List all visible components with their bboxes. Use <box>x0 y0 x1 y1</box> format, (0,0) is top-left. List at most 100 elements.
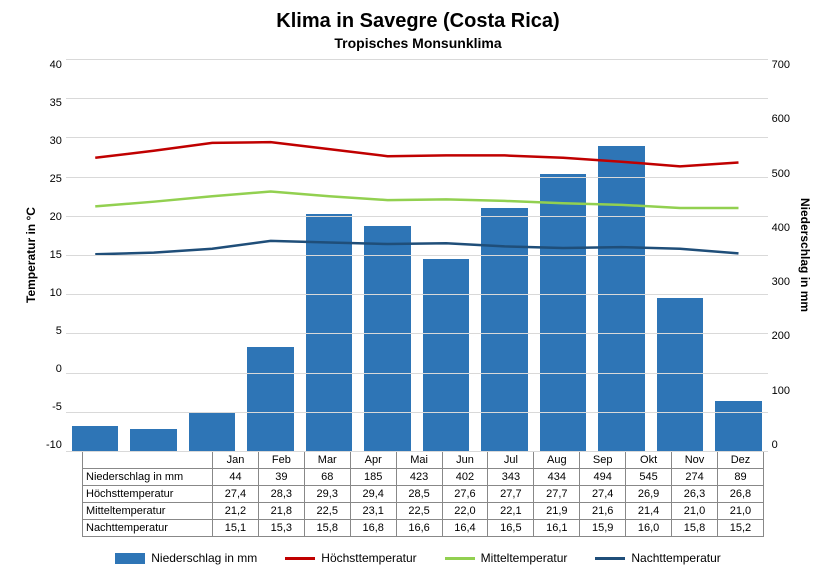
cell: 15,2 <box>717 520 763 537</box>
row-header: Mitteltemperatur <box>83 503 213 520</box>
legend-item: Höchsttemperatur <box>285 551 416 565</box>
cell: 23,1 <box>350 503 396 520</box>
cell: Jun <box>442 452 488 469</box>
ytick-left: 10 <box>46 287 62 299</box>
cell: 21,0 <box>672 503 718 520</box>
y-axis-left-label: Temperatur in °C <box>20 59 42 451</box>
legend-swatch <box>285 557 315 560</box>
gridline <box>66 294 768 295</box>
cell: 15,3 <box>258 520 304 537</box>
ytick-left: 15 <box>46 249 62 261</box>
cell: 545 <box>626 469 672 486</box>
ytick-left: 40 <box>46 59 62 71</box>
cell: 15,1 <box>213 520 259 537</box>
cell: 26,8 <box>717 486 763 503</box>
cell: 21,4 <box>626 503 672 520</box>
cell: 434 <box>534 469 580 486</box>
cell: 16,5 <box>488 520 534 537</box>
gridline <box>66 412 768 413</box>
legend-swatch <box>595 557 625 560</box>
gridline <box>66 216 768 217</box>
cell: 423 <box>396 469 442 486</box>
row-header: Nachttemperatur <box>83 520 213 537</box>
ytick-left: -10 <box>46 439 62 451</box>
cell: 27,4 <box>213 486 259 503</box>
plot-wrap: Temperatur in °C 4035302520151050-5-10 7… <box>20 59 816 451</box>
ytick-right: 0 <box>772 439 790 451</box>
cell: 16,6 <box>396 520 442 537</box>
cell: 16,8 <box>350 520 396 537</box>
cell: Okt <box>626 452 672 469</box>
cell: 39 <box>258 469 304 486</box>
cell: 21,0 <box>717 503 763 520</box>
legend-item: Niederschlag in mm <box>115 551 257 565</box>
ytick-right: 100 <box>772 385 790 397</box>
cell: 402 <box>442 469 488 486</box>
ytick-left: -5 <box>46 401 62 413</box>
gridline <box>66 333 768 334</box>
y-axis-right-ticks: 7006005004003002001000 <box>768 59 794 451</box>
cell: 343 <box>488 469 534 486</box>
cell: Mar <box>304 452 350 469</box>
legend-label: Höchsttemperatur <box>321 551 416 565</box>
table-row: Niederschlag in mm4439681854234023434344… <box>83 469 764 486</box>
cell: 21,6 <box>580 503 626 520</box>
ytick-right: 200 <box>772 330 790 342</box>
cell: 68 <box>304 469 350 486</box>
gridline <box>66 137 768 138</box>
table-row: Nachttemperatur15,115,315,816,816,616,41… <box>83 520 764 537</box>
ytick-left: 35 <box>46 97 62 109</box>
cell: Feb <box>258 452 304 469</box>
legend-item: Mitteltemperatur <box>445 551 568 565</box>
ytick-right: 600 <box>772 113 790 125</box>
legend-label: Mitteltemperatur <box>481 551 568 565</box>
data-table: JanFebMarAprMaiJunJulAugSepOktNovDezNied… <box>82 451 764 537</box>
row-header: Niederschlag in mm <box>83 469 213 486</box>
cell: 44 <box>213 469 259 486</box>
cell: Sep <box>580 452 626 469</box>
gridline <box>66 451 768 452</box>
ytick-right: 500 <box>772 168 790 180</box>
legend-label: Nachttemperatur <box>631 551 720 565</box>
ytick-left: 20 <box>46 211 62 223</box>
ytick-right: 700 <box>772 59 790 71</box>
cell: Aug <box>534 452 580 469</box>
cell: 16,1 <box>534 520 580 537</box>
gridline <box>66 177 768 178</box>
ytick-left: 25 <box>46 173 62 185</box>
cell: 185 <box>350 469 396 486</box>
climate-chart: Klima in Savegre (Costa Rica) Tropisches… <box>0 0 836 575</box>
table-row: Höchsttemperatur27,428,329,329,428,527,6… <box>83 486 764 503</box>
cell: 26,3 <box>672 486 718 503</box>
row-header <box>83 452 213 469</box>
cell: 26,9 <box>626 486 672 503</box>
cell: 29,4 <box>350 486 396 503</box>
plot-area <box>66 59 768 451</box>
ytick-left: 0 <box>46 363 62 375</box>
cell: 27,6 <box>442 486 488 503</box>
y-axis-right-label: Niederschlag in mm <box>794 59 816 451</box>
cell: Mai <box>396 452 442 469</box>
cell: 27,7 <box>534 486 580 503</box>
cell: 21,8 <box>258 503 304 520</box>
table-row: Mitteltemperatur21,221,822,523,122,522,0… <box>83 503 764 520</box>
legend-item: Nachttemperatur <box>595 551 720 565</box>
cell: 28,3 <box>258 486 304 503</box>
chart-subtitle: Tropisches Monsunklima <box>20 35 816 51</box>
ytick-left: 5 <box>46 325 62 337</box>
cell: Apr <box>350 452 396 469</box>
y-axis-left-ticks: 4035302520151050-5-10 <box>42 59 66 451</box>
row-header: Höchsttemperatur <box>83 486 213 503</box>
cell: 15,9 <box>580 520 626 537</box>
gridline <box>66 98 768 99</box>
cell: 16,0 <box>626 520 672 537</box>
cell: 27,7 <box>488 486 534 503</box>
data-table-wrap: JanFebMarAprMaiJunJulAugSepOktNovDezNied… <box>82 451 764 537</box>
cell: 27,4 <box>580 486 626 503</box>
cell: Jan <box>213 452 259 469</box>
gridline <box>66 59 768 60</box>
cell: 28,5 <box>396 486 442 503</box>
cell: 29,3 <box>304 486 350 503</box>
cell: Jul <box>488 452 534 469</box>
cell: 494 <box>580 469 626 486</box>
